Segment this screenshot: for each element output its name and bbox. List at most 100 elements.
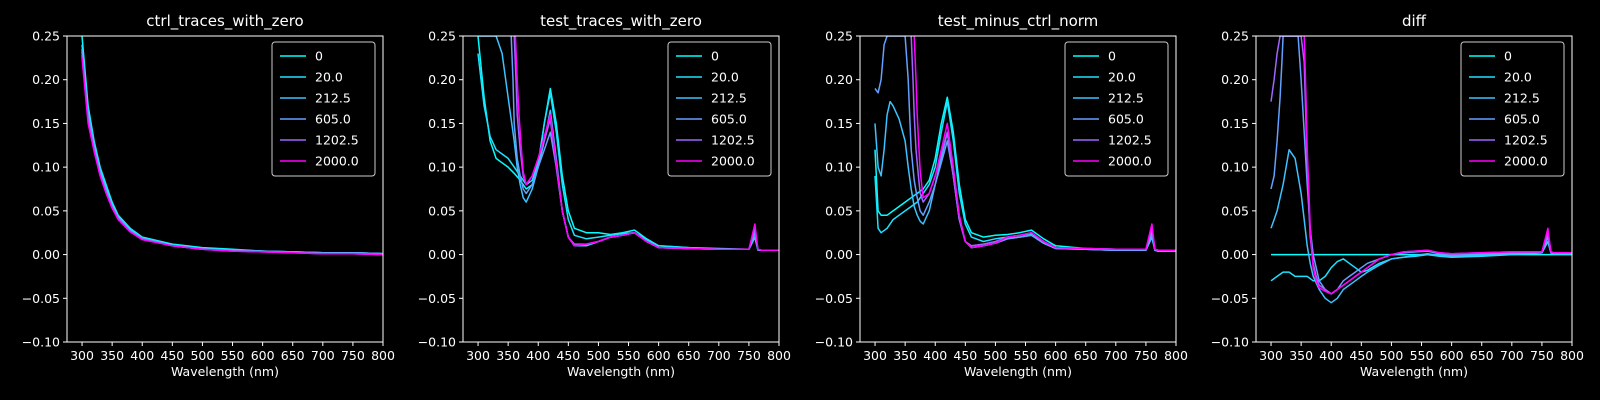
series-line-5 (913, 36, 1176, 251)
series-group (874, 36, 1176, 252)
legend-label: 212.5 (1108, 91, 1144, 106)
x-tick-label: 300 (70, 348, 94, 363)
subplot-2: 300 350 400 450 500 550 600 650 700 750 800 −0.10 −0… (418, 12, 791, 379)
y-tick-label: −0.10 (418, 335, 456, 350)
x-tick-label: 450 (1349, 348, 1373, 363)
x-tick-label: 650 (1074, 348, 1098, 363)
legend-label: 2000.0 (315, 154, 359, 169)
y-tick-label: 0.20 (32, 72, 60, 87)
subplot-3: 300 350 400 450 500 550 600 650 700 750 800 −0.10 −0… (815, 12, 1188, 379)
y-tick-label: 0.25 (1221, 29, 1249, 44)
chart-title: diff (1402, 12, 1427, 30)
x-axis-label: Wavelength (nm) (567, 364, 675, 379)
legend-label: 212.5 (315, 91, 351, 106)
series-line-5 (514, 36, 779, 251)
y-tick-label: 0.10 (825, 160, 853, 175)
legend: 0 20.0 212.5 605.0 1202.5 2000.0 (667, 41, 772, 177)
y-tick-label: 0.25 (428, 29, 456, 44)
x-tick-label: 550 (617, 348, 641, 363)
legend-box (1064, 41, 1169, 177)
x-tick-label: 500 (983, 348, 1007, 363)
x-tick-label: 600 (1044, 348, 1068, 363)
y-tick-label: 0.00 (1221, 247, 1249, 262)
chart-title: test_minus_ctrl_norm (938, 12, 1099, 31)
x-tick-label: 600 (647, 348, 671, 363)
x-axis-label: Wavelength (nm) (964, 364, 1072, 379)
legend-box (1460, 41, 1565, 177)
axes-frame (1255, 35, 1573, 343)
legend-label: 0 (1504, 49, 1512, 64)
legend-label: 605.0 (315, 112, 351, 127)
series-line-5 (81, 57, 383, 256)
x-tick-label: 300 (1259, 348, 1283, 363)
x-tick-label: 500 (1379, 348, 1403, 363)
x-tick-label: 650 (677, 348, 701, 363)
legend-box (271, 41, 376, 177)
y-tick-label: −0.05 (418, 291, 456, 306)
legend-label: 605.0 (1504, 112, 1540, 127)
x-tick-label: 400 (923, 348, 947, 363)
axes-frame (859, 35, 1177, 343)
y-tick-label: 0.00 (32, 247, 60, 262)
y-tick-label: 0.15 (825, 116, 853, 131)
y-tick-label: −0.10 (1211, 335, 1249, 350)
legend-label: 212.5 (1504, 91, 1540, 106)
x-tick-label: 550 (221, 348, 245, 363)
y-tick-label: 0.05 (428, 203, 456, 218)
x-tick-label: 450 (556, 348, 580, 363)
series-group (477, 36, 779, 251)
y-tick-label: 0.10 (32, 160, 60, 175)
legend: 0 20.0 212.5 605.0 1202.5 2000.0 (271, 41, 376, 177)
series-line-0 (477, 36, 779, 251)
x-tick-label: 750 (341, 348, 365, 363)
legend-label: 1202.5 (1504, 133, 1548, 148)
legend-label: 2000.0 (711, 154, 755, 169)
legend-label: 2000.0 (1504, 154, 1548, 169)
legend-label: 0 (1108, 49, 1116, 64)
y-tick-label: 0.10 (428, 160, 456, 175)
x-axis-label: Wavelength (nm) (171, 364, 279, 379)
x-tick-label: 650 (281, 348, 305, 363)
x-tick-label: 450 (953, 348, 977, 363)
x-tick-label: 350 (496, 348, 520, 363)
x-tick-label: 600 (1440, 348, 1464, 363)
x-tick-label: 450 (160, 348, 184, 363)
series-group (81, 36, 383, 256)
x-tick-label: 800 (1560, 348, 1584, 363)
chart-title: ctrl_traces_with_zero (146, 12, 303, 31)
legend-label: 1202.5 (1108, 133, 1152, 148)
y-tick-label: 0.15 (1221, 116, 1249, 131)
x-tick-label: 700 (707, 348, 731, 363)
y-tick-label: 0.05 (825, 203, 853, 218)
y-tick-label: 0.00 (825, 247, 853, 262)
y-tick-label: 0.05 (32, 203, 60, 218)
y-tick-label: 0.20 (825, 72, 853, 87)
y-tick-label: 0.20 (428, 72, 456, 87)
x-tick-label: 500 (190, 348, 214, 363)
y-tick-label: −0.05 (1211, 291, 1249, 306)
legend-label: 0 (315, 49, 323, 64)
x-tick-label: 750 (737, 348, 761, 363)
y-tick-label: −0.10 (22, 335, 60, 350)
x-tick-label: 350 (1289, 348, 1313, 363)
legend-label: 2000.0 (1108, 154, 1152, 169)
legend-label: 20.0 (1108, 70, 1136, 85)
series-line-5 (1303, 36, 1572, 295)
x-tick-label: 800 (371, 348, 395, 363)
x-tick-label: 500 (586, 348, 610, 363)
y-tick-label: −0.05 (815, 291, 853, 306)
x-tick-label: 400 (1319, 348, 1343, 363)
y-tick-label: 0.25 (825, 29, 853, 44)
y-tick-label: −0.10 (815, 335, 853, 350)
y-tick-label: 0.15 (428, 116, 456, 131)
x-tick-label: 800 (767, 348, 791, 363)
y-tick-label: 0.10 (1221, 160, 1249, 175)
x-tick-label: 400 (526, 348, 550, 363)
y-tick-label: 0.05 (1221, 203, 1249, 218)
x-tick-label: 550 (1014, 348, 1038, 363)
subplot-4: 300 350 400 450 500 550 600 650 700 750 800 −0.10 −0… (1211, 12, 1584, 379)
x-axis-label: Wavelength (nm) (1360, 364, 1468, 379)
x-tick-label: 600 (251, 348, 275, 363)
x-tick-label: 300 (863, 348, 887, 363)
